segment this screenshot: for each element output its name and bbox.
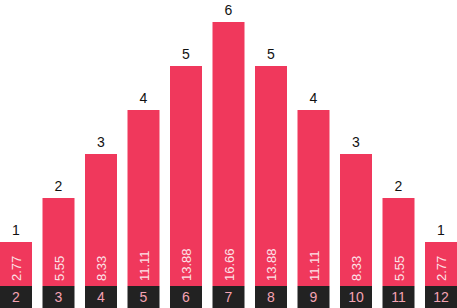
x-tick-label: 5: [140, 289, 148, 305]
data-label: 4: [140, 90, 148, 106]
percentage-label: 2.77: [434, 256, 449, 281]
x-tick-label: 10: [348, 289, 364, 305]
chart-root: 1 2.77 2 2 5.55 3 3 8.33 4 4 11.11 5 5 13.88 6 6 16.66 7 5…: [0, 0, 457, 308]
x-tick-label: 4: [97, 289, 105, 305]
labels: 1 2.77 2 2 5.55 3 3 8.33 4 4 11.11 5 5 13.88 6 6 16.66 7 5…: [0, 2, 457, 308]
category-band: [298, 286, 330, 308]
x-tick-label: 3: [55, 289, 63, 305]
bar: [213, 22, 245, 286]
bar: [340, 154, 372, 286]
data-label: 3: [352, 134, 360, 150]
chart-svg: 1 2.77 2 2 5.55 3 3 8.33 4 4 11.11 5 5 13.88 6 6 16.66 7 5…: [0, 0, 457, 308]
data-label: 5: [267, 46, 275, 62]
x-tick-label: 6: [182, 289, 190, 305]
bar: [128, 110, 160, 286]
category-band: [255, 286, 287, 308]
bar: [383, 198, 415, 286]
data-label: 6: [225, 2, 233, 18]
bar: [255, 66, 287, 286]
percentage-label: 8.33: [94, 256, 109, 281]
bar: [425, 242, 457, 286]
category-band: [0, 286, 32, 308]
data-label: 1: [12, 222, 20, 238]
category-band: [128, 286, 160, 308]
data-label: 3: [97, 134, 105, 150]
percentage-label: 5.55: [52, 256, 67, 281]
category-band: [213, 286, 245, 308]
percentage-label: 2.77: [9, 256, 24, 281]
x-tick-label: 12: [433, 289, 449, 305]
x-tick-label: 11: [391, 289, 406, 305]
x-tick-label: 7: [225, 289, 233, 305]
category-band: [85, 286, 117, 308]
x-tick-label: 2: [12, 289, 20, 305]
bar: [85, 154, 117, 286]
bars: [0, 22, 457, 286]
x-tick-label: 8: [267, 289, 275, 305]
category-band: [43, 286, 75, 308]
percentage-label: 13.88: [264, 248, 279, 281]
percentage-label: 16.66: [222, 248, 237, 281]
bar: [170, 66, 202, 286]
bar: [298, 110, 330, 286]
percentage-label: 8.33: [349, 256, 364, 281]
bar: [43, 198, 75, 286]
category-band: [340, 286, 372, 308]
percentage-label: 11.11: [307, 250, 322, 281]
percentage-label: 11.11: [137, 250, 152, 281]
category-band: [425, 286, 457, 308]
bar: [0, 242, 32, 286]
x-tick-label: 9: [310, 289, 318, 305]
data-label: 1: [437, 222, 445, 238]
data-label: 4: [310, 90, 318, 106]
percentage-label: 13.88: [179, 248, 194, 281]
data-label: 2: [55, 178, 63, 194]
category-band: [170, 286, 202, 308]
data-label: 5: [182, 46, 190, 62]
category-band: [383, 286, 415, 308]
percentage-label: 5.55: [392, 256, 407, 281]
data-label: 2: [395, 178, 403, 194]
